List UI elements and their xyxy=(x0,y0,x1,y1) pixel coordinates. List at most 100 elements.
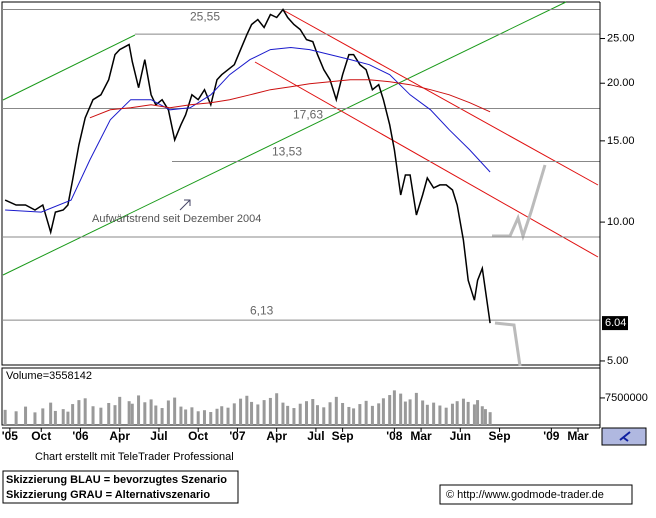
x-tick-label: '07 xyxy=(229,429,246,443)
volume-bar xyxy=(179,406,183,425)
volume-bar xyxy=(392,390,396,425)
volume-bar xyxy=(334,396,338,425)
volume-bar xyxy=(173,397,177,425)
volume-bar xyxy=(232,403,236,425)
volume-bar xyxy=(408,399,412,425)
trend-line xyxy=(254,61,599,258)
x-tick-label: Mar xyxy=(410,429,432,443)
volume-bar xyxy=(388,395,392,425)
trend-line xyxy=(282,9,599,186)
volume-bar xyxy=(450,403,454,425)
axis-panel xyxy=(600,0,656,428)
volume-bar xyxy=(268,397,272,425)
arrow xyxy=(179,199,191,211)
scenario-path xyxy=(494,321,522,367)
x-tick-label: Sep xyxy=(489,429,511,443)
volume-bar xyxy=(461,398,465,425)
volume-bar xyxy=(292,408,296,425)
volume-bar xyxy=(220,406,224,425)
volume-bar xyxy=(143,402,147,425)
volume-label: Volume=3558142 xyxy=(6,370,92,382)
volume-bar xyxy=(425,404,429,425)
volume-bar xyxy=(322,407,326,425)
volume-bar xyxy=(202,410,206,425)
trend-lines xyxy=(2,1,600,367)
x-tick-label: '06 xyxy=(72,429,89,443)
volume-bar xyxy=(71,404,75,425)
volume-bar xyxy=(315,405,319,425)
volume-bar xyxy=(403,401,407,425)
level-label: 17,63 xyxy=(293,108,323,122)
volume-bar xyxy=(215,408,219,425)
volume-bar xyxy=(455,401,459,425)
x-tick-label: '09 xyxy=(543,429,560,443)
volume-bar xyxy=(480,406,484,425)
volume-bar xyxy=(483,409,487,425)
x-tick-label: Apr xyxy=(109,429,130,443)
volume-bar xyxy=(239,398,243,425)
volume-bar xyxy=(438,405,442,425)
y-tick-label: 7500000 xyxy=(605,392,648,404)
volume-bar xyxy=(311,399,315,425)
volume-bar xyxy=(113,405,117,425)
volume-bar xyxy=(364,400,368,425)
volume-bar xyxy=(41,408,45,425)
volume-bar xyxy=(262,400,266,425)
volume-bar xyxy=(281,402,285,425)
volume-bar xyxy=(472,404,476,425)
x-tick-label: Oct xyxy=(188,429,208,443)
scenario-path xyxy=(492,164,547,242)
volume-bar xyxy=(377,403,381,425)
volume-bar xyxy=(476,400,480,425)
x-tick-label: Mar xyxy=(567,429,589,443)
volume-bar xyxy=(298,403,302,425)
moving-average xyxy=(5,46,491,213)
x-tick-label: '08 xyxy=(386,429,403,443)
price-line xyxy=(4,8,491,324)
volume-bar xyxy=(127,401,131,425)
volume-bar xyxy=(358,404,362,425)
copyright: © http://www.godmode-trader.de xyxy=(446,489,604,501)
volume-bar xyxy=(83,398,87,425)
volume-bar xyxy=(341,402,345,425)
y-tick-label: 15.00 xyxy=(607,135,635,147)
y-tick-label: 20.00 xyxy=(607,77,635,89)
volume-bar xyxy=(245,395,249,425)
volume-bar xyxy=(414,392,418,425)
volume-bar xyxy=(118,396,122,425)
volume-bar xyxy=(432,402,436,425)
volume-bar xyxy=(250,401,254,425)
volume-bar xyxy=(488,412,492,425)
volume-bar xyxy=(49,402,53,425)
volume-bar xyxy=(154,405,158,425)
y-tick-label: 5.00 xyxy=(607,355,628,367)
x-tick-label: Oct xyxy=(31,429,51,443)
y-tick-label: 10.00 xyxy=(607,216,635,228)
volume-bar xyxy=(14,411,18,425)
legend-box xyxy=(2,470,239,504)
level-label: 13,53 xyxy=(272,145,302,159)
volume-bar xyxy=(160,408,164,425)
copyright-box xyxy=(439,484,633,505)
x-tick-label: Sep xyxy=(332,429,354,443)
volume-bar xyxy=(184,409,188,425)
volume-bar xyxy=(286,405,290,425)
volume-bar xyxy=(66,411,70,425)
legend-text: Skizzierung GRAU = Alternativszenario xyxy=(6,489,210,501)
x-tick-label: Apr xyxy=(266,429,287,443)
last-price-box xyxy=(602,316,628,331)
x-tick-label: Jul xyxy=(307,429,324,443)
annotation: Aufwärtstrend seit Dezember 2004 xyxy=(92,213,261,225)
volume-bar xyxy=(209,412,213,425)
volume-bar xyxy=(381,398,385,425)
volume-bar xyxy=(33,412,37,425)
level-label: 6,13 xyxy=(250,303,274,317)
level-label: 25,55 xyxy=(190,9,220,23)
volume-bar xyxy=(256,404,260,425)
x-tick-label: '05 xyxy=(2,429,19,443)
x-tick-label: Jun xyxy=(450,429,471,443)
volume-bar xyxy=(444,407,448,425)
last-price-label: 6.04 xyxy=(605,317,626,329)
